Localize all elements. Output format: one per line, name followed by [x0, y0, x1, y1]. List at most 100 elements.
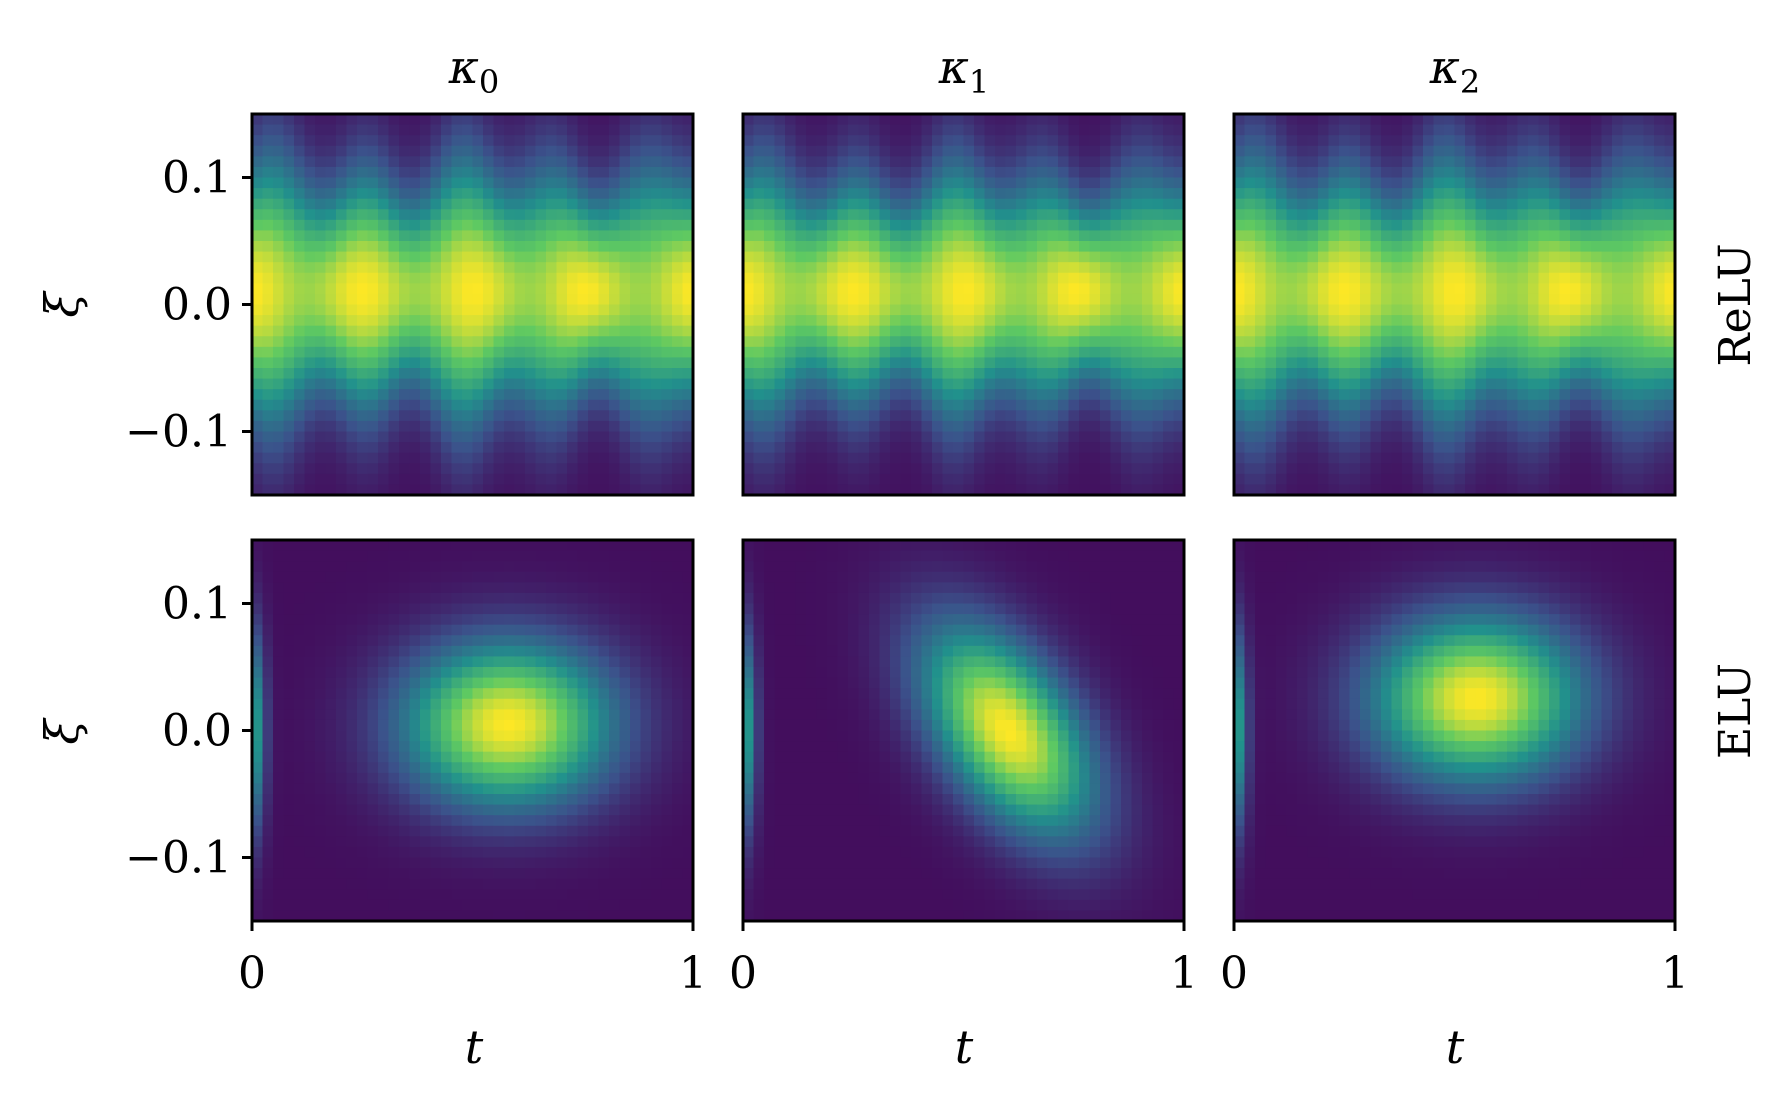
heatmap-cell	[1412, 177, 1424, 189]
heatmap-cell	[1089, 156, 1101, 168]
heatmap-cell	[441, 156, 453, 168]
heatmap-cell	[963, 241, 975, 253]
heatmap-cell	[1402, 410, 1414, 422]
heatmap-cell	[336, 114, 348, 126]
heatmap-cell	[1131, 336, 1143, 348]
xlabel-col0: t	[465, 1020, 484, 1074]
heatmap-cell	[1349, 431, 1361, 443]
heatmap-cell	[598, 410, 610, 422]
heatmap-cell	[262, 251, 274, 263]
heatmap-cell	[1244, 219, 1256, 232]
heatmap-cell	[462, 463, 474, 475]
heatmap-cell	[430, 389, 442, 401]
panel-frame	[1232, 112, 1677, 497]
heatmap-cell	[1297, 304, 1309, 316]
heatmap-cell	[1643, 209, 1655, 221]
heatmap-cell	[1079, 219, 1091, 232]
heatmap-cell	[1486, 484, 1498, 496]
heatmap-cell	[273, 709, 285, 721]
heatmap-cell	[1496, 135, 1508, 147]
heatmap-cell	[367, 230, 379, 242]
heatmap-cell	[262, 667, 274, 679]
heatmap-cell	[252, 772, 264, 785]
heatmap-cell	[879, 357, 891, 369]
heatmap-cell	[1496, 251, 1508, 263]
heatmap-cell	[1110, 293, 1122, 306]
heatmap-cell	[535, 357, 547, 369]
heatmap-cell	[1110, 442, 1122, 454]
heatmap-cell	[325, 219, 337, 232]
heatmap-cell	[1412, 114, 1424, 126]
heatmap-cell	[1454, 166, 1466, 179]
heatmap-cell	[346, 899, 358, 912]
heatmap-cell	[1591, 399, 1603, 411]
heatmap-cell	[451, 156, 463, 168]
heatmap-cell	[556, 135, 568, 147]
heatmap-cell	[1570, 156, 1582, 168]
heatmap-cell	[1255, 410, 1267, 422]
heatmap-cell	[1173, 198, 1185, 210]
heatmap-cell	[1068, 463, 1080, 475]
heatmap-cell	[472, 188, 484, 200]
heatmap-cell	[837, 442, 849, 454]
heatmap-cell	[827, 156, 839, 168]
heatmap-cell	[672, 463, 684, 475]
heatmap-cell	[774, 304, 786, 316]
heatmap-cell	[1391, 473, 1403, 486]
heatmap-cell	[963, 389, 975, 401]
heatmap-cell	[1538, 241, 1550, 253]
heatmap-cell	[651, 346, 663, 359]
heatmap-cell	[357, 293, 369, 306]
heatmap-cell	[890, 241, 902, 253]
heatmap-cell	[1360, 262, 1372, 274]
heatmap-cell	[1433, 114, 1445, 126]
heatmap-cell	[995, 473, 1007, 486]
heatmap-cell	[451, 325, 463, 337]
heatmap-cell	[441, 124, 453, 136]
heatmap-cell	[974, 124, 986, 136]
heatmap-cell	[1297, 166, 1309, 179]
heatmap-cell	[785, 241, 797, 253]
heatmap-cell	[682, 293, 694, 306]
heatmap-cell	[1173, 114, 1185, 126]
heatmap-cell	[252, 251, 264, 263]
heatmap-cell	[942, 209, 954, 221]
heatmap-cell	[294, 283, 306, 295]
heatmap-cell	[806, 304, 818, 316]
heatmap-cell	[1339, 431, 1351, 443]
heatmap-cell	[1037, 135, 1049, 147]
heatmap-cell	[577, 463, 589, 475]
heatmap-cell	[273, 719, 285, 732]
heatmap-cell	[262, 177, 274, 189]
heatmap-cell	[1110, 145, 1122, 157]
heatmap-cell	[1591, 230, 1603, 242]
heatmap-cell	[378, 582, 390, 594]
heatmap-cell	[1068, 230, 1080, 242]
heatmap-cell	[1265, 410, 1277, 422]
heatmap-cell	[1016, 378, 1028, 390]
heatmap-cell	[1037, 431, 1049, 443]
heatmap-cell	[1612, 442, 1624, 454]
heatmap-cell	[1496, 463, 1508, 475]
heatmap-cell	[1089, 198, 1101, 210]
heatmap-cell	[774, 124, 786, 136]
heatmap-cell	[504, 241, 516, 253]
heatmap-cell	[1079, 463, 1091, 475]
heatmap-cell	[1454, 336, 1466, 348]
heatmap-cell	[315, 889, 327, 901]
heatmap-cell	[262, 262, 274, 274]
heatmap-cell	[1100, 241, 1112, 253]
heatmap-cell	[1244, 368, 1256, 380]
heatmap-cell	[911, 346, 923, 359]
heatmap-cell	[1297, 431, 1309, 443]
heatmap-cell	[556, 219, 568, 232]
heatmap-cell	[1005, 452, 1017, 464]
heatmap-cell	[619, 262, 631, 274]
heatmap-cell	[609, 304, 621, 316]
heatmap-cell	[1423, 315, 1435, 327]
heatmap-cell	[1152, 357, 1164, 369]
heatmap-cell	[1391, 283, 1403, 295]
heatmap-cell	[879, 188, 891, 200]
heatmap-cell	[1496, 431, 1508, 443]
heatmap-cell	[1265, 230, 1277, 242]
